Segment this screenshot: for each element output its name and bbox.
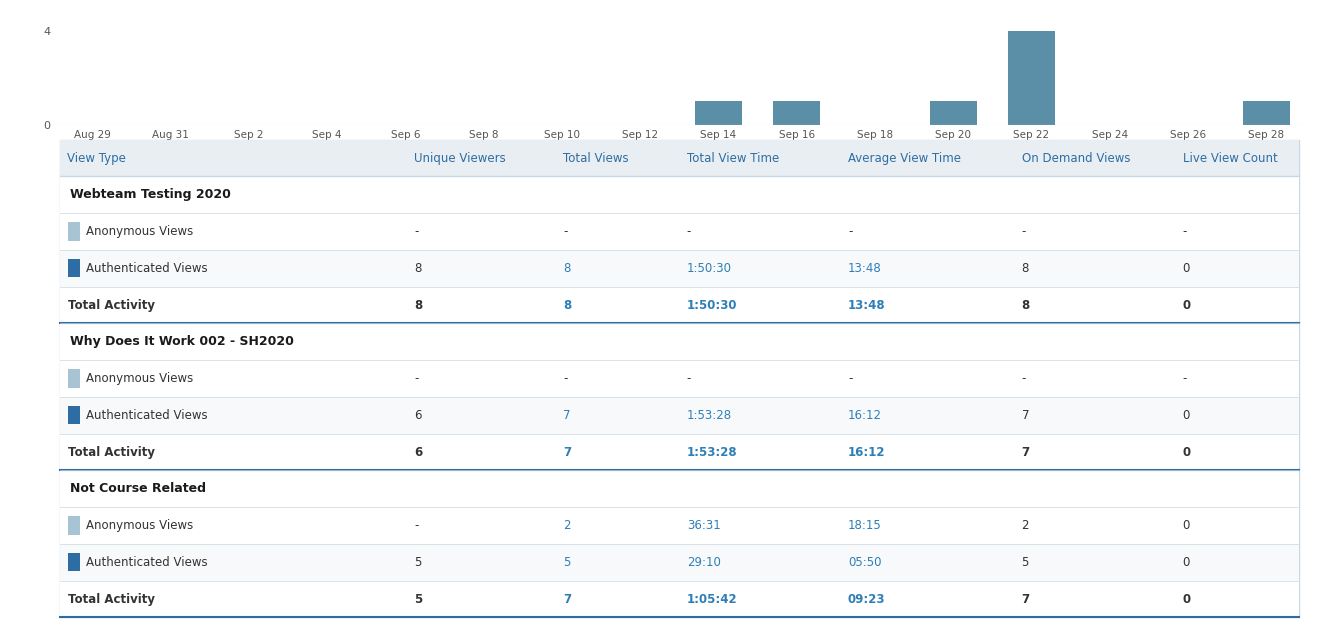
Text: 6: 6 (414, 445, 422, 459)
FancyBboxPatch shape (60, 176, 1299, 213)
Bar (695, 101, 742, 125)
FancyBboxPatch shape (60, 433, 1299, 471)
Text: 1:53:28: 1:53:28 (687, 409, 733, 421)
FancyBboxPatch shape (60, 287, 1299, 323)
Text: Total Activity: Total Activity (68, 593, 156, 605)
Text: 0: 0 (1183, 445, 1191, 459)
FancyBboxPatch shape (68, 259, 80, 277)
Text: 1:50:30: 1:50:30 (687, 262, 731, 275)
Text: 0: 0 (1183, 556, 1189, 569)
Text: 8: 8 (414, 299, 422, 311)
Text: 0: 0 (1183, 519, 1189, 532)
FancyBboxPatch shape (60, 140, 1299, 176)
Text: On Demand Views: On Demand Views (1022, 152, 1130, 164)
Text: Average View Time: Average View Time (848, 152, 960, 164)
Bar (773, 101, 821, 125)
Text: -: - (1022, 372, 1026, 385)
Text: 1:50:30: 1:50:30 (687, 299, 738, 311)
Text: 5: 5 (563, 556, 570, 569)
Text: 16:12: 16:12 (848, 445, 886, 459)
FancyBboxPatch shape (60, 213, 1299, 250)
FancyBboxPatch shape (68, 369, 80, 387)
Text: 8: 8 (414, 262, 421, 275)
FancyBboxPatch shape (68, 517, 80, 535)
Text: -: - (687, 372, 691, 385)
FancyBboxPatch shape (60, 250, 1299, 287)
Text: Total Views: Total Views (563, 152, 629, 164)
Text: 7: 7 (1022, 593, 1030, 605)
Text: -: - (687, 225, 691, 238)
FancyBboxPatch shape (60, 544, 1299, 581)
Text: -: - (848, 225, 852, 238)
Text: View Type: View Type (67, 152, 127, 164)
Text: -: - (414, 225, 418, 238)
FancyBboxPatch shape (68, 222, 80, 241)
Text: 5: 5 (414, 556, 421, 569)
Text: 16:12: 16:12 (848, 409, 882, 421)
FancyBboxPatch shape (60, 397, 1299, 433)
Text: -: - (563, 372, 567, 385)
Text: 05:50: 05:50 (848, 556, 882, 569)
Text: 8: 8 (563, 262, 570, 275)
Text: Anonymous Views: Anonymous Views (85, 372, 193, 385)
Bar (930, 101, 976, 125)
Text: Live View Count: Live View Count (1183, 152, 1277, 164)
Text: Total View Time: Total View Time (687, 152, 779, 164)
Text: 09:23: 09:23 (848, 593, 886, 605)
Text: 36:31: 36:31 (687, 519, 721, 532)
Text: Anonymous Views: Anonymous Views (85, 225, 193, 238)
FancyBboxPatch shape (60, 360, 1299, 397)
Text: Authenticated Views: Authenticated Views (85, 556, 208, 569)
FancyBboxPatch shape (60, 507, 1299, 544)
Text: -: - (414, 519, 418, 532)
Text: 0: 0 (1183, 409, 1189, 421)
Text: Not Course Related: Not Course Related (69, 483, 205, 495)
Text: 18:15: 18:15 (848, 519, 882, 532)
Text: 0: 0 (1183, 299, 1191, 311)
FancyBboxPatch shape (60, 323, 1299, 360)
Text: 29:10: 29:10 (687, 556, 721, 569)
Text: Anonymous Views: Anonymous Views (85, 519, 193, 532)
Text: Webteam Testing 2020: Webteam Testing 2020 (69, 188, 230, 202)
Text: 2: 2 (563, 519, 570, 532)
Text: 0: 0 (1183, 593, 1191, 605)
FancyBboxPatch shape (60, 581, 1299, 617)
Text: Unique Viewers: Unique Viewers (414, 152, 506, 164)
Text: 5: 5 (414, 593, 422, 605)
Bar (1243, 101, 1289, 125)
Text: -: - (563, 225, 567, 238)
Text: -: - (1022, 225, 1026, 238)
Text: Why Does It Work 002 - SH2020: Why Does It Work 002 - SH2020 (69, 335, 293, 348)
Text: 5: 5 (1022, 556, 1028, 569)
FancyBboxPatch shape (68, 553, 80, 571)
Text: 6: 6 (414, 409, 422, 421)
FancyBboxPatch shape (60, 471, 1299, 507)
Text: 7: 7 (563, 445, 571, 459)
Text: -: - (1183, 225, 1187, 238)
Text: 7: 7 (1022, 445, 1030, 459)
Text: Total Activity: Total Activity (68, 299, 156, 311)
Text: 8: 8 (563, 299, 571, 311)
Text: 8: 8 (1022, 262, 1028, 275)
Text: Total Activity: Total Activity (68, 445, 156, 459)
Text: -: - (414, 372, 418, 385)
Text: 8: 8 (1022, 299, 1030, 311)
Text: -: - (848, 372, 852, 385)
Text: -: - (1183, 372, 1187, 385)
Text: Authenticated Views: Authenticated Views (85, 262, 208, 275)
Text: 7: 7 (1022, 409, 1030, 421)
Text: 13:48: 13:48 (848, 262, 882, 275)
Text: 7: 7 (563, 593, 571, 605)
Text: 7: 7 (563, 409, 570, 421)
Text: 1:53:28: 1:53:28 (687, 445, 738, 459)
Text: 0: 0 (1183, 262, 1189, 275)
Text: Authenticated Views: Authenticated Views (85, 409, 208, 421)
Bar (1008, 31, 1055, 125)
FancyBboxPatch shape (68, 406, 80, 425)
Text: 2: 2 (1022, 519, 1030, 532)
Text: 1:05:42: 1:05:42 (687, 593, 738, 605)
Text: 13:48: 13:48 (848, 299, 886, 311)
